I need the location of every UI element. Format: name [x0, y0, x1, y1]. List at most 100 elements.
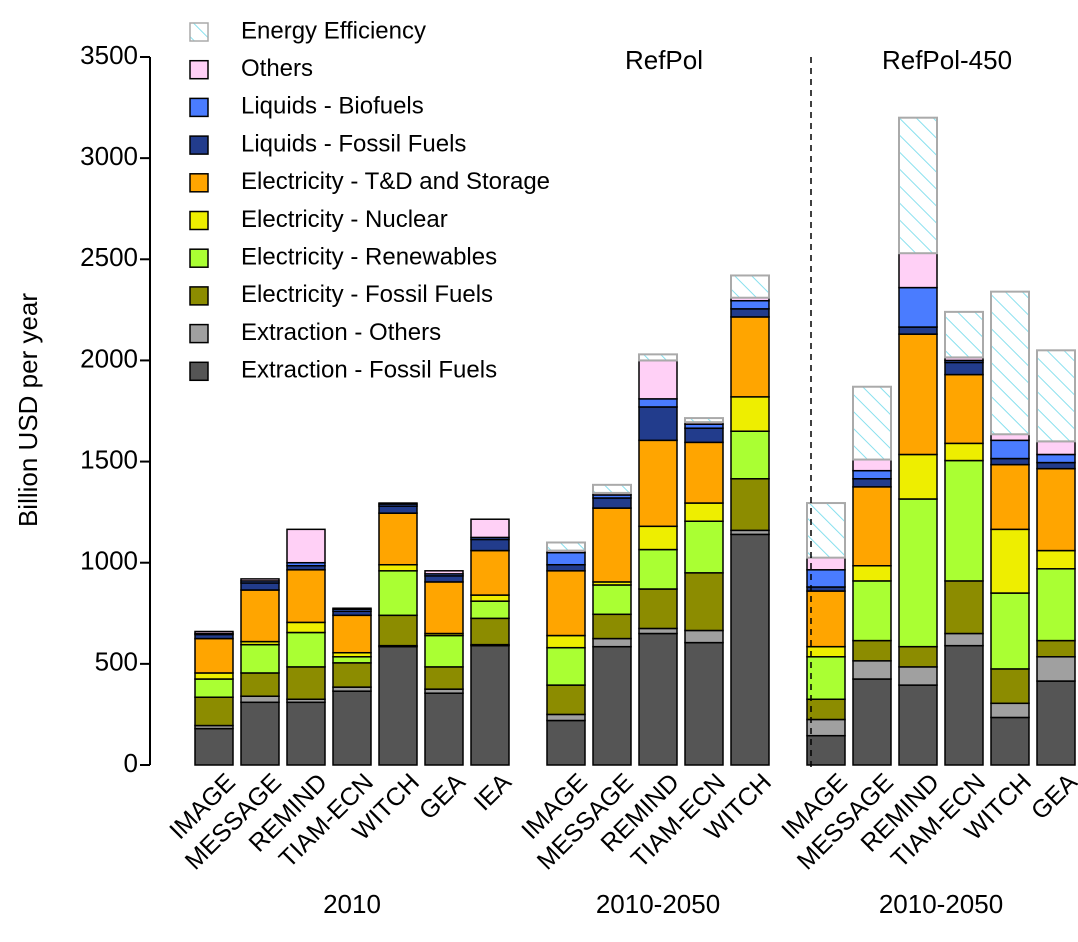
bar-segment	[240, 578, 280, 582]
bar-segment	[286, 666, 326, 701]
bar-segment	[332, 690, 372, 766]
bar-segment	[194, 727, 234, 766]
bar-segment	[684, 520, 724, 574]
bar-segment	[470, 594, 510, 602]
bar-segment	[378, 502, 418, 505]
bar-segment	[730, 478, 770, 532]
y-tick-label: 1500	[80, 444, 138, 474]
bar-segment	[592, 645, 632, 766]
bar-segment	[546, 646, 586, 686]
bar-segment	[684, 572, 724, 632]
bar-segment	[1036, 656, 1076, 682]
legend-label: Extraction - Fossil Fuels	[241, 357, 497, 384]
bar-segment	[470, 644, 510, 766]
legend-label: Electricity - Nuclear	[241, 206, 448, 233]
legend-swatch	[189, 361, 209, 382]
bar-segment	[852, 580, 892, 642]
legend-swatch	[189, 248, 209, 268]
bar-segment	[944, 644, 984, 766]
bar-segment	[194, 678, 234, 698]
y-tick-label: 0	[124, 748, 138, 778]
scenario-label: RefPol	[625, 45, 703, 75]
bar-segment	[546, 563, 586, 572]
bar-segment	[898, 684, 938, 766]
bar-segment	[286, 528, 326, 564]
bar-segment	[1036, 349, 1076, 443]
bar-segment	[424, 666, 464, 690]
bar-segment	[806, 590, 846, 648]
bar-segment	[1036, 568, 1076, 642]
group-label: 2010	[323, 889, 381, 919]
bar-segment	[378, 505, 418, 514]
legend-swatch	[189, 210, 209, 231]
bar-segment	[286, 621, 326, 634]
y-tick-label: 2000	[80, 343, 138, 373]
bar-segment	[806, 645, 846, 658]
scenario-label: RefPol-450	[882, 45, 1012, 75]
bar-segment	[638, 439, 678, 528]
bar-segment	[730, 300, 770, 310]
bar-segment	[638, 588, 678, 630]
bar-segment	[730, 316, 770, 398]
bar-segment	[944, 361, 984, 376]
legend-swatch	[189, 173, 209, 193]
bar-segment	[424, 575, 464, 583]
bar-segment	[852, 458, 892, 472]
bar-segment	[990, 716, 1030, 766]
bar-segment	[332, 607, 372, 610]
bar-segment	[592, 584, 632, 616]
x-tick-label: GEA	[1026, 768, 1078, 825]
bar-segment	[730, 308, 770, 318]
bar-segment	[194, 630, 234, 635]
bar-segment	[898, 116, 938, 255]
bar-segment	[990, 702, 1030, 719]
legend-label: Liquids - Fossil Fuels	[241, 130, 466, 157]
x-tick-label: IEA	[469, 768, 518, 817]
y-tick-label: 1000	[80, 546, 138, 576]
bar-segment	[546, 541, 586, 552]
legend-swatch	[189, 323, 209, 344]
bar-segment	[638, 359, 678, 400]
bar-segment	[240, 643, 280, 674]
legend-label: Others	[241, 55, 313, 82]
bar-segment	[944, 632, 984, 647]
bar-segment	[1036, 549, 1076, 570]
bar-segment	[1036, 680, 1076, 766]
bar-segment	[638, 632, 678, 766]
bar-segment	[424, 581, 464, 635]
bar-segment	[546, 551, 586, 566]
bar-segment	[546, 570, 586, 637]
bar-segment	[240, 695, 280, 704]
bar-segment	[592, 637, 632, 648]
bar-segment	[424, 692, 464, 766]
bar-segment	[898, 333, 938, 456]
bar-segment	[240, 582, 280, 591]
bar-segment	[852, 678, 892, 766]
bar-segment	[378, 570, 418, 617]
x-tick-label: GEA	[414, 768, 471, 825]
bar-segment	[286, 631, 326, 668]
legend-label: Liquids - Biofuels	[241, 93, 424, 120]
y-tick-label: 500	[95, 647, 138, 677]
bar-segment	[546, 719, 586, 766]
bar-segment	[1036, 440, 1076, 456]
bar-segment	[1036, 639, 1076, 658]
bar-segment	[990, 457, 1030, 466]
group-label: 2010-2050	[596, 889, 720, 919]
bar-segment	[852, 486, 892, 567]
group-label: 2010-2050	[879, 889, 1003, 919]
bar-segment	[592, 483, 632, 494]
bar-segment	[592, 613, 632, 640]
bar-segment	[806, 569, 846, 588]
bar-segment	[684, 641, 724, 766]
y-axis-title: Billion USD per year	[13, 293, 43, 527]
bar-segment	[898, 252, 938, 289]
bar-segment	[990, 290, 1030, 436]
bar-segment	[684, 629, 724, 644]
bar-segment	[898, 453, 938, 500]
y-tick-label: 3500	[80, 40, 138, 70]
bar-segment	[944, 373, 984, 445]
bar-segment	[546, 684, 586, 716]
bar-segment	[546, 713, 586, 722]
